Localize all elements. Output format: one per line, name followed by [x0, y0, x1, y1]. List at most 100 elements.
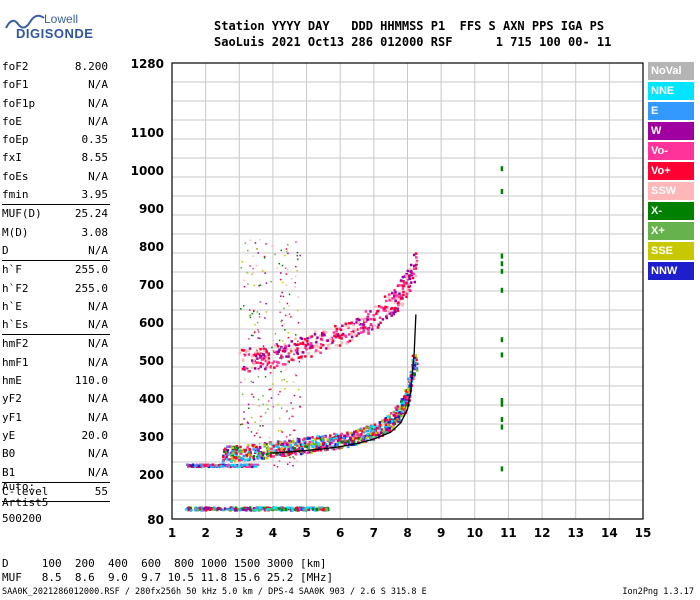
echo-point-noise [293, 457, 296, 460]
echo-point-2f [376, 326, 380, 329]
echo-point-f [266, 454, 270, 457]
param-row: yF1 N/A [2, 409, 110, 427]
param-label: B1 [2, 465, 16, 479]
echo-point-f [241, 450, 245, 454]
echo-point-f [336, 443, 339, 446]
echo-point-f [409, 382, 412, 385]
echo-point-es [186, 507, 190, 510]
echo-point-2f [396, 294, 399, 297]
echo-point-es [200, 506, 203, 509]
echo-point-noise [248, 354, 250, 356]
echo-point-f [333, 435, 337, 439]
echo-point-2f [256, 361, 259, 364]
echo-point-noise [284, 314, 287, 317]
echo-point-f [294, 441, 298, 445]
echo-point-noise [257, 337, 259, 339]
echo-point-f [276, 440, 280, 443]
echo-point-es [212, 506, 216, 510]
echo-point-noise [274, 350, 276, 352]
param-value: N/A [88, 169, 108, 183]
echo-point-f [398, 407, 401, 411]
echo-point-f [288, 451, 291, 455]
echo-point-f [221, 460, 225, 463]
echo-point-noise [256, 311, 259, 313]
param-label: h`F [2, 263, 22, 277]
echo-point-es [244, 507, 248, 511]
echo-point-f [282, 452, 285, 456]
echo-point-noise [276, 466, 279, 468]
echo-point-es [298, 507, 302, 511]
echo-point-f [311, 439, 315, 443]
echo-point-2f [356, 328, 360, 331]
echo-point-noise [267, 400, 270, 402]
echo-point-2f [364, 320, 368, 323]
echo-point-es [238, 508, 242, 511]
echo-point-f [377, 434, 380, 437]
echo-point-noise [262, 403, 265, 406]
echo-point-noise [294, 334, 297, 336]
echo-point-es [231, 507, 235, 511]
echo-point-2f [254, 354, 258, 358]
echo-point-noise [287, 244, 289, 246]
echo-point-2f [247, 370, 250, 373]
echo-point-f [266, 452, 269, 456]
echo-point-2f [400, 295, 404, 299]
echo-point-es [307, 507, 311, 510]
echo-point-2f [252, 361, 256, 365]
echo-point-noise [289, 434, 291, 436]
echo-point-f [377, 425, 380, 428]
echo-point-noise [265, 302, 267, 305]
echo-point-noise [266, 404, 268, 406]
echo-point-es [306, 506, 309, 509]
echo-point-noise [258, 405, 261, 407]
echo-point-noise [239, 423, 242, 426]
echo-point-band [233, 463, 237, 467]
param-label: foE [2, 114, 22, 128]
echo-point-f [337, 435, 340, 438]
echo-point-f [415, 356, 418, 360]
x-tick-label: 6 [336, 526, 344, 540]
echo-point-noise [246, 367, 249, 370]
echo-point-2f [267, 352, 270, 355]
echo-point-2f [353, 333, 357, 336]
echo-point-f [410, 374, 413, 377]
echo-point-noise [284, 267, 287, 269]
echo-point-2f [332, 331, 336, 334]
param-separator [2, 501, 110, 503]
param-value: 3.95 [81, 188, 109, 202]
echo-point-noise [246, 421, 249, 423]
echo-point-band [248, 463, 252, 467]
echo-point-f [225, 455, 228, 459]
echo-point-f [408, 391, 411, 395]
echo-point-f [258, 451, 262, 455]
echo-point-noise [286, 348, 289, 350]
echo-point-2f [267, 361, 271, 364]
echo-point-f [398, 411, 401, 415]
echo-point-2f [407, 282, 411, 286]
echo-point-2f [363, 319, 367, 322]
echo-point-f [404, 398, 407, 402]
echo-point-f [287, 453, 291, 457]
echo-point-f [343, 434, 346, 438]
echo-point-noise [259, 419, 262, 422]
echo-point-f [226, 445, 229, 448]
echo-point-noise [290, 351, 292, 353]
echo-point-2f [275, 364, 279, 368]
echo-point-2f [340, 337, 343, 340]
echo-point-f [396, 420, 400, 423]
echo-point-2f [280, 345, 283, 349]
echo-point-f [361, 439, 364, 443]
echo-point-2f [253, 367, 257, 370]
echo-point-noise [251, 312, 253, 315]
echo-point-2f [403, 275, 406, 278]
echo-point-f [306, 451, 309, 454]
x-tick-label: 1 [168, 526, 176, 540]
echo-point-noise [250, 416, 253, 419]
echo-point-2f [412, 272, 416, 276]
param-row: h`F2 255.0 [2, 280, 110, 298]
param-row: foE N/A [2, 113, 110, 131]
echo-point-f [324, 442, 328, 446]
echo-point-band [252, 463, 256, 467]
echo-point-f [242, 454, 245, 458]
echo-point-f [290, 451, 294, 455]
